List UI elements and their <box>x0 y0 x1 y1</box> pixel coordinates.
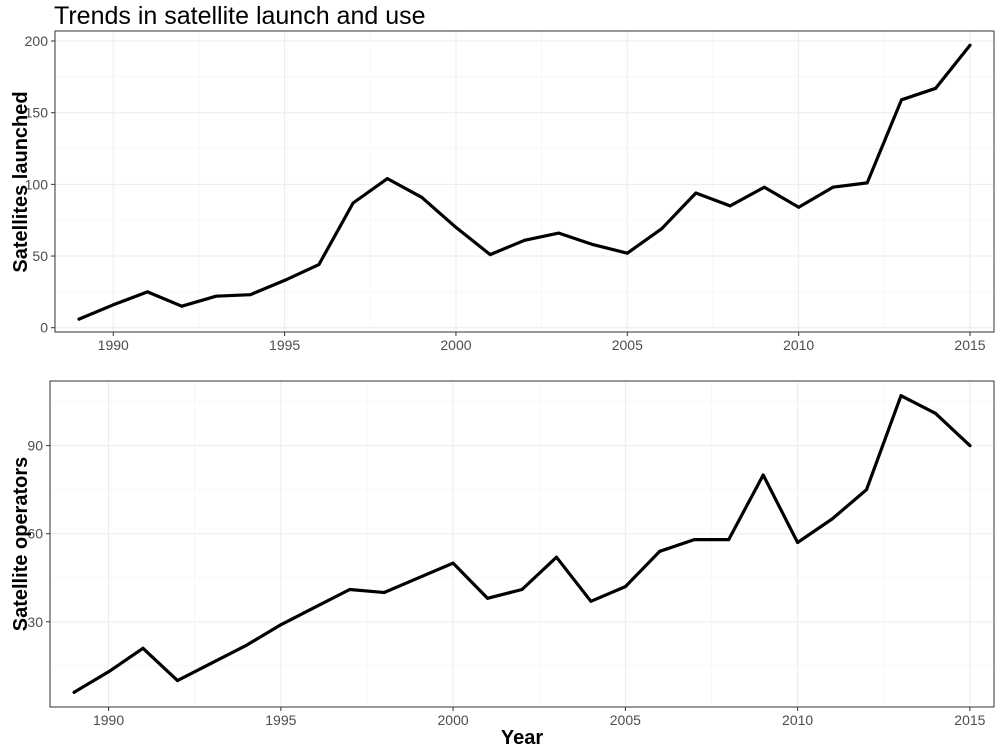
data-point <box>313 605 317 609</box>
panel-border <box>49 380 995 708</box>
data-point <box>589 599 593 603</box>
x-tick-label: 1990 <box>93 712 124 728</box>
y-tick-label: 150 <box>25 105 49 121</box>
data-point <box>762 185 766 189</box>
data-point <box>625 251 629 255</box>
x-tick-label: 2000 <box>438 712 469 728</box>
x-tick-label: 2015 <box>954 712 985 728</box>
data-point <box>210 661 214 665</box>
data-point <box>488 253 492 257</box>
data-point <box>623 585 627 589</box>
grid-lines <box>55 31 994 332</box>
data-point <box>417 576 421 580</box>
data-point <box>279 623 283 627</box>
data-point <box>175 679 179 683</box>
data-point <box>111 303 115 307</box>
data-point <box>523 238 526 242</box>
x-tick-label: 1995 <box>269 337 300 353</box>
data-point <box>214 294 218 298</box>
y-tick-label: 30 <box>27 614 43 630</box>
panel-border <box>54 30 995 333</box>
data-point <box>520 588 524 592</box>
data-point <box>865 181 869 185</box>
data-point <box>830 517 834 521</box>
y-tick-label: 50 <box>32 248 48 264</box>
axes: 1990 1995 2000 2005 2010 2015 30 60 90 <box>27 438 985 728</box>
data-point <box>694 191 698 195</box>
data-point <box>692 538 696 542</box>
data-point <box>933 411 937 415</box>
data-point <box>486 596 490 600</box>
data-point <box>146 290 150 294</box>
x-tick-label: 2015 <box>954 337 985 353</box>
y-axis-label-launched: Satellites launched <box>10 91 32 272</box>
y-tick-label: 0 <box>40 320 48 336</box>
x-tick-label: 2010 <box>782 712 813 728</box>
y-tick-label: 60 <box>27 526 43 542</box>
data-point <box>557 231 561 235</box>
data-point <box>72 690 76 694</box>
data-point <box>283 278 287 282</box>
x-tick-label: 2010 <box>783 337 814 353</box>
data-point <box>420 195 424 199</box>
data-point <box>107 670 111 674</box>
data-point <box>77 317 81 321</box>
data-point <box>451 561 455 565</box>
x-tick-label: 2005 <box>612 337 643 353</box>
panel-satellites-launched: 1990 1995 2000 2005 2010 2015 0 50 100 150 200 Sat… <box>10 30 995 353</box>
axes: 1990 1995 2000 2005 2010 2015 0 50 100 150 200 <box>25 33 986 353</box>
data-point <box>385 177 389 181</box>
data-point <box>658 549 662 553</box>
y-tick-label: 100 <box>25 176 49 192</box>
x-axis-label: Year <box>501 727 543 749</box>
x-tick-label: 1990 <box>98 337 129 353</box>
panel-background <box>55 31 994 332</box>
data-point <box>248 293 252 297</box>
data-point <box>591 243 595 247</box>
data-point <box>728 204 732 208</box>
panel-satellite-operators: 1990 1995 2000 2005 2010 2015 30 60 90 Satellite… <box>10 380 995 749</box>
data-point <box>831 185 835 189</box>
data-point <box>454 225 458 229</box>
y-tick-label: 200 <box>25 33 49 49</box>
data-point <box>141 646 145 650</box>
data-point <box>382 590 386 594</box>
data-point <box>351 201 355 205</box>
data-point <box>348 588 352 592</box>
x-tick-label: 1995 <box>265 712 296 728</box>
data-point <box>554 555 558 559</box>
x-tick-label: 2000 <box>440 337 471 353</box>
y-axis-label-operators: Satellite operators <box>10 457 32 632</box>
data-point <box>796 541 800 545</box>
data-point <box>968 43 972 47</box>
data-point <box>899 394 903 398</box>
y-tick-label: 90 <box>27 438 43 454</box>
data-point <box>727 538 731 542</box>
data-point <box>899 98 903 102</box>
data-point <box>317 263 321 267</box>
chart-title: Trends in satellite launch and use <box>54 2 426 30</box>
x-tick-label: 2005 <box>610 712 641 728</box>
data-point <box>660 227 664 231</box>
data-point <box>244 643 248 647</box>
data-point <box>934 86 938 90</box>
panel-background <box>50 381 994 707</box>
data-point <box>968 444 972 448</box>
data-point <box>865 488 869 492</box>
data-point <box>180 304 184 308</box>
data-point <box>761 473 765 477</box>
data-point <box>797 205 801 209</box>
